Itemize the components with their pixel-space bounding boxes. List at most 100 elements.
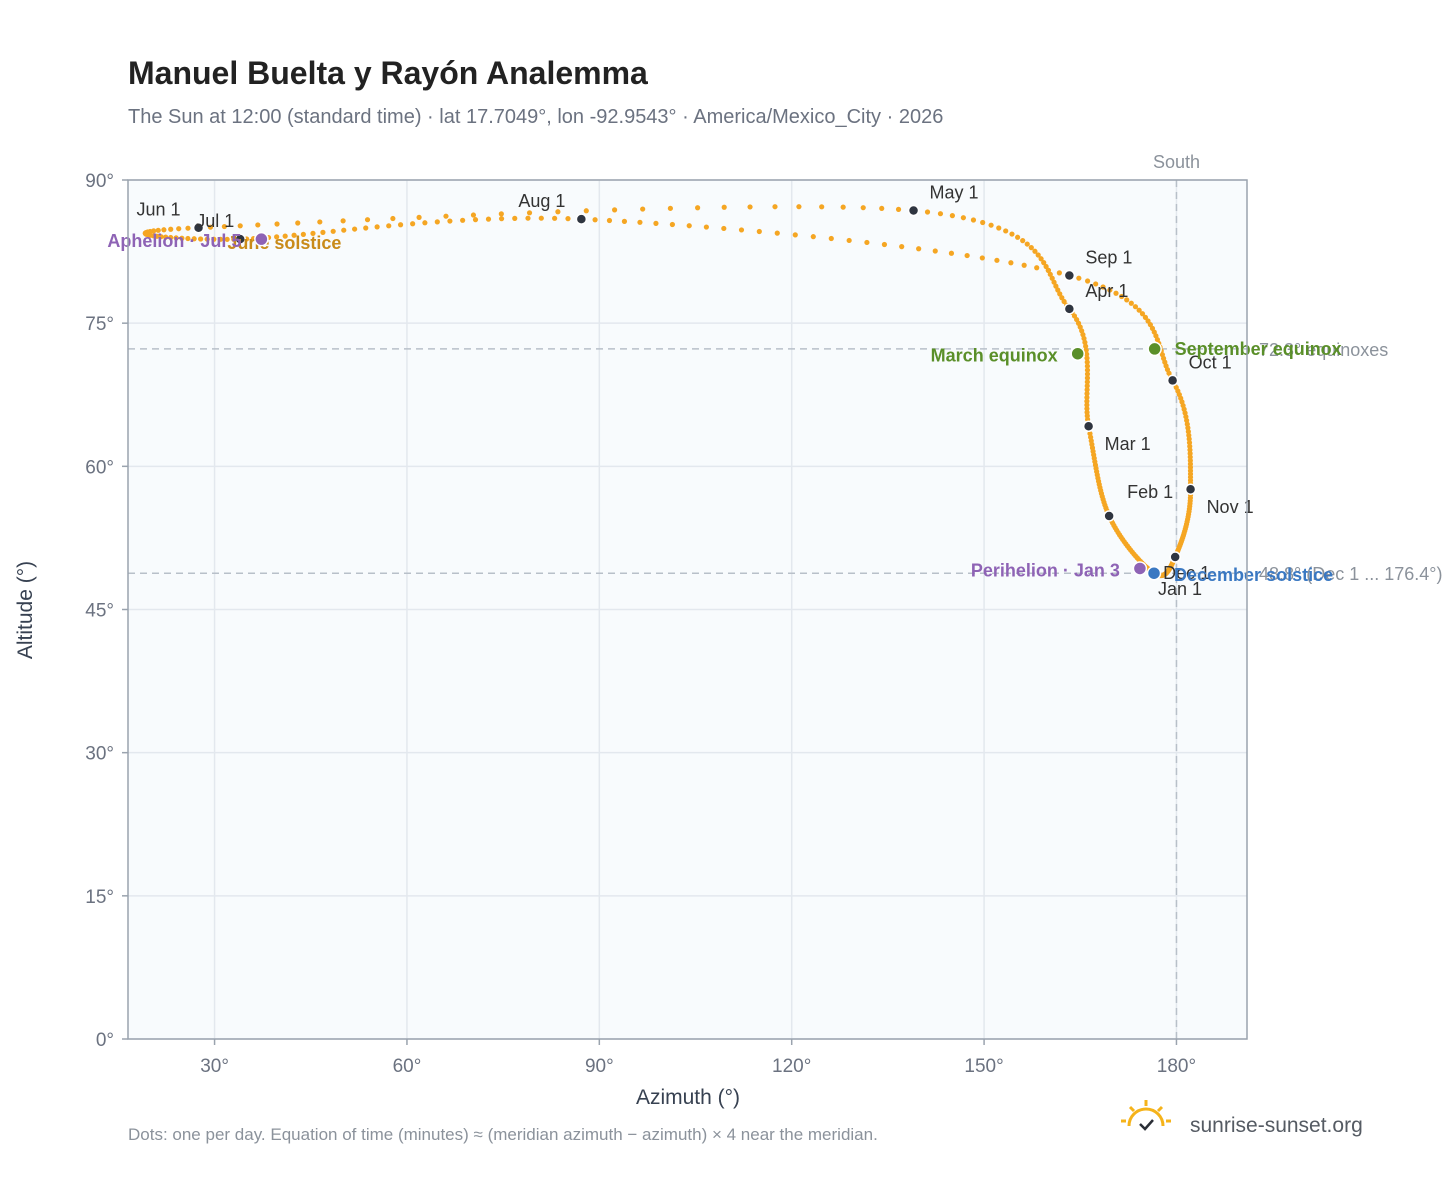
day-dot (434, 219, 440, 225)
day-dot (606, 217, 613, 224)
month-marker (907, 204, 920, 217)
footnote: Dots: one per day. Equation of time (min… (128, 1125, 878, 1144)
day-dot (1057, 291, 1063, 297)
day-dot (1084, 363, 1091, 369)
reference-line-label: 72.3° equinoxes (1259, 340, 1388, 360)
day-dot (217, 236, 224, 242)
day-dot (932, 248, 938, 254)
day-dot (1084, 387, 1090, 393)
y-tick-label: 30° (85, 744, 114, 765)
day-dot (538, 215, 544, 221)
day-dot (274, 221, 280, 227)
day-dot (695, 205, 701, 211)
day-dot (374, 224, 380, 230)
day-dot (310, 230, 316, 236)
day-dot (1059, 295, 1065, 301)
day-dot (879, 205, 885, 212)
day-dot (860, 205, 866, 211)
day-dot (1136, 307, 1142, 313)
day-dot (410, 221, 416, 227)
day-dot (1084, 359, 1090, 365)
day-dot (1139, 311, 1146, 317)
day-dot (1034, 265, 1040, 271)
day-dot (341, 227, 347, 233)
month-marker-label: Nov 1 (1207, 497, 1254, 517)
day-dot (295, 220, 301, 226)
day-dot (447, 218, 453, 224)
day-dot (255, 222, 261, 228)
day-dot (611, 207, 618, 213)
day-dot (810, 234, 816, 240)
y-axis-label: Altitude (°) (14, 561, 37, 659)
month-marker (1082, 420, 1095, 432)
day-dot (840, 204, 846, 210)
day-dot (686, 223, 692, 229)
day-dot (1028, 245, 1034, 251)
day-dot (721, 204, 727, 210)
day-dot (667, 205, 673, 211)
day-dot (937, 211, 944, 217)
day-dot (592, 217, 598, 223)
day-dot (964, 252, 970, 259)
day-dot (158, 234, 164, 240)
day-dot (1124, 297, 1130, 303)
day-dot (653, 220, 659, 226)
day-dot (1003, 228, 1009, 234)
day-dot (756, 228, 762, 235)
day-dot (1024, 241, 1030, 247)
day-dot (282, 233, 288, 239)
day-dot (340, 218, 346, 224)
month-marker (1166, 374, 1179, 387)
day-dot (1035, 252, 1041, 258)
day-dot (1053, 283, 1059, 289)
month-marker (575, 213, 588, 225)
day-dot (895, 206, 902, 212)
day-dot (1093, 281, 1099, 287)
event-label: September equinox (1175, 339, 1342, 359)
day-dot (960, 215, 966, 221)
day-dot (1119, 293, 1125, 300)
day-dot (555, 209, 561, 215)
reference-line-label: 48.8° (Dec 1 ... 176.4°) (1259, 564, 1443, 584)
day-dot (994, 257, 1000, 263)
grid-layer (128, 179, 1247, 1040)
day-dot (1085, 278, 1091, 284)
day-dot (1084, 394, 1090, 401)
day-dot (979, 255, 985, 261)
day-dot (525, 215, 531, 221)
day-dot (1100, 284, 1106, 290)
day-dot (774, 230, 780, 236)
day-dot (552, 215, 558, 221)
event-label: December solstice (1174, 565, 1333, 585)
day-dot (1021, 262, 1027, 268)
event-markers: March equinox September equinox June solst… (107, 231, 1341, 585)
day-dot (1041, 260, 1047, 266)
day-dot (881, 241, 888, 248)
day-dot (317, 219, 323, 225)
month-marker-label: Jun 1 (136, 200, 180, 220)
day-dot (1045, 267, 1052, 273)
event-label: March equinox (931, 346, 1058, 366)
chart-subtitle: The Sun at 12:00 (standard time) · lat 1… (128, 106, 943, 128)
event-marker (254, 231, 269, 247)
day-dot (330, 228, 336, 234)
day-dot (155, 227, 161, 233)
day-dot (363, 225, 369, 231)
day-dot (988, 222, 994, 228)
day-dot (864, 239, 870, 246)
y-tick-label: 0° (96, 1030, 114, 1051)
day-dot (772, 204, 778, 210)
day-dot (1132, 304, 1139, 310)
day-dot (198, 236, 204, 242)
y-tick-label: 75° (85, 314, 114, 335)
day-dot (792, 232, 798, 238)
event-label: June solstice (227, 233, 341, 253)
day-dot (996, 225, 1002, 231)
day-dot (204, 236, 210, 242)
meridian-label: South (1153, 152, 1200, 172)
day-dot (1084, 406, 1090, 412)
day-dot (1083, 347, 1089, 353)
day-dot (819, 204, 825, 210)
day-dot (173, 235, 179, 241)
month-marker-label: Dec 1 (1163, 563, 1210, 583)
